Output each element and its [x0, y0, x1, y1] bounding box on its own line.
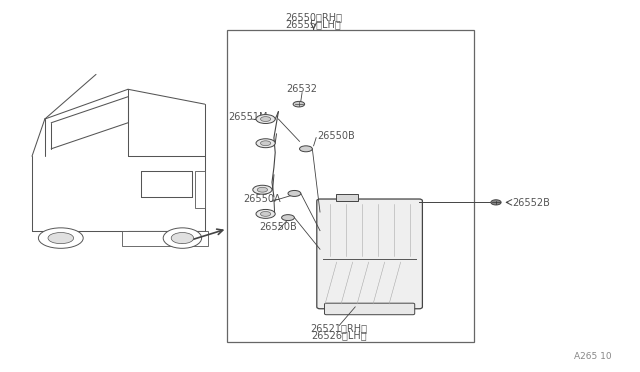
- Ellipse shape: [260, 141, 271, 145]
- Text: 26550B: 26550B: [260, 222, 297, 232]
- Ellipse shape: [282, 215, 294, 221]
- Ellipse shape: [300, 146, 312, 152]
- Ellipse shape: [491, 200, 501, 205]
- Ellipse shape: [256, 139, 275, 148]
- Text: 26526〈LH〉: 26526〈LH〉: [312, 331, 367, 340]
- Ellipse shape: [163, 228, 202, 248]
- Ellipse shape: [260, 116, 271, 121]
- Ellipse shape: [253, 185, 272, 194]
- Text: A265 10: A265 10: [573, 352, 611, 361]
- Ellipse shape: [293, 101, 305, 107]
- Text: 26550〈RH〉: 26550〈RH〉: [285, 12, 342, 22]
- Text: 26550A: 26550A: [244, 194, 281, 204]
- Bar: [122, 231, 208, 246]
- Text: 26550B: 26550B: [317, 131, 355, 141]
- Ellipse shape: [260, 211, 271, 217]
- Text: 26555〈LH〉: 26555〈LH〉: [285, 19, 342, 29]
- Bar: [195, 171, 205, 208]
- FancyBboxPatch shape: [317, 199, 422, 309]
- Text: 26532: 26532: [287, 84, 317, 94]
- Text: 26521〈RH〉: 26521〈RH〉: [310, 323, 368, 333]
- FancyBboxPatch shape: [324, 303, 415, 315]
- Text: 26552B: 26552B: [512, 198, 550, 208]
- Ellipse shape: [288, 190, 301, 196]
- Ellipse shape: [257, 187, 268, 192]
- Ellipse shape: [48, 232, 74, 244]
- Bar: [227, 30, 474, 342]
- Ellipse shape: [38, 228, 83, 248]
- Ellipse shape: [256, 115, 275, 124]
- Ellipse shape: [172, 232, 193, 244]
- Text: 26551M: 26551M: [228, 112, 268, 122]
- Ellipse shape: [256, 209, 275, 218]
- Bar: [336, 194, 358, 201]
